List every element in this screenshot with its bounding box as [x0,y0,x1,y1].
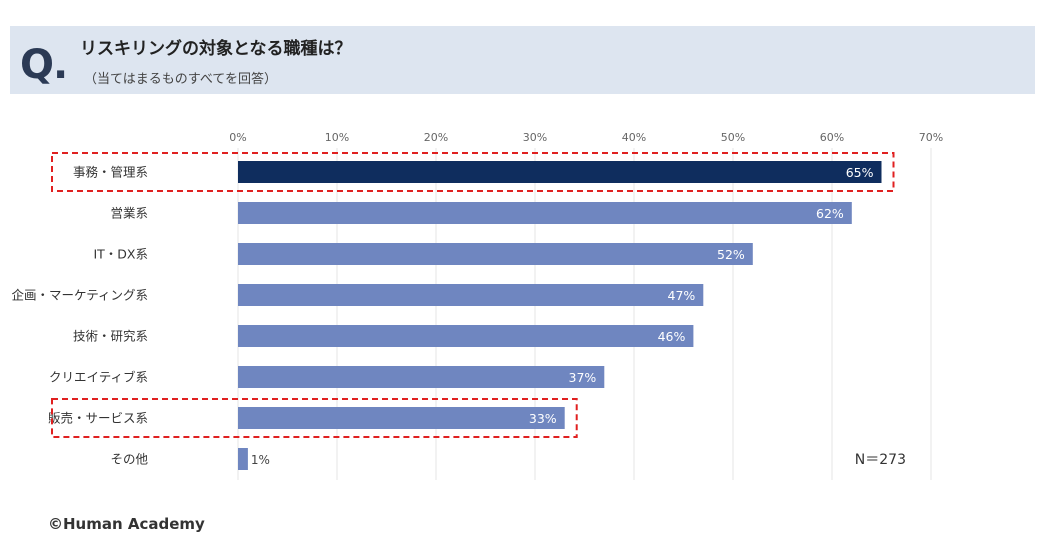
tick-label: 40% [622,131,646,144]
data-label: 37% [569,370,597,385]
tick-label: 0% [229,131,246,144]
question-subtitle: （当てはまるものすべてを回答） [84,72,278,87]
bar [238,366,605,388]
bar [238,161,882,183]
copyright-footer: ©Human Academy [48,515,205,533]
highlight-box [51,398,578,438]
bar [238,243,753,265]
tick-label: 70% [919,131,943,144]
tick-label: 50% [721,131,745,144]
category-label: 事務・管理系 [73,165,148,180]
question-title: リスキリングの対象となる職種は？ [80,39,352,59]
category-label: その他 [110,452,148,467]
data-label: 33% [529,411,557,426]
data-label: 52% [717,247,745,262]
category-label: 販売・サービス系 [48,411,148,426]
data-label: 1% [251,453,270,467]
data-label: 46% [658,329,686,344]
category-label: クリエイティブ系 [49,370,148,385]
data-label: 47% [668,288,696,303]
bar [238,325,694,347]
category-label: 企画・マーケティング系 [11,288,148,303]
tick-label: 60% [820,131,844,144]
category-label: 技術・研究系 [73,329,148,344]
bar [238,202,852,224]
bar [238,284,704,306]
highlight-box [51,152,895,192]
question-mark: Q. [20,42,68,88]
data-label: 62% [816,206,844,221]
category-label: 営業系 [110,206,148,221]
bar [238,407,565,429]
data-label: 65% [846,165,874,180]
question-header: Q. リスキリングの対象となる職種は？ （当てはまるものすべてを回答） [10,26,1035,94]
sample-size-annotation: N＝273 [855,452,906,468]
tick-label: 30% [523,131,547,144]
category-label: IT・DX系 [93,247,148,262]
bar [238,448,248,470]
tick-label: 10% [325,131,349,144]
tick-label: 20% [424,131,448,144]
